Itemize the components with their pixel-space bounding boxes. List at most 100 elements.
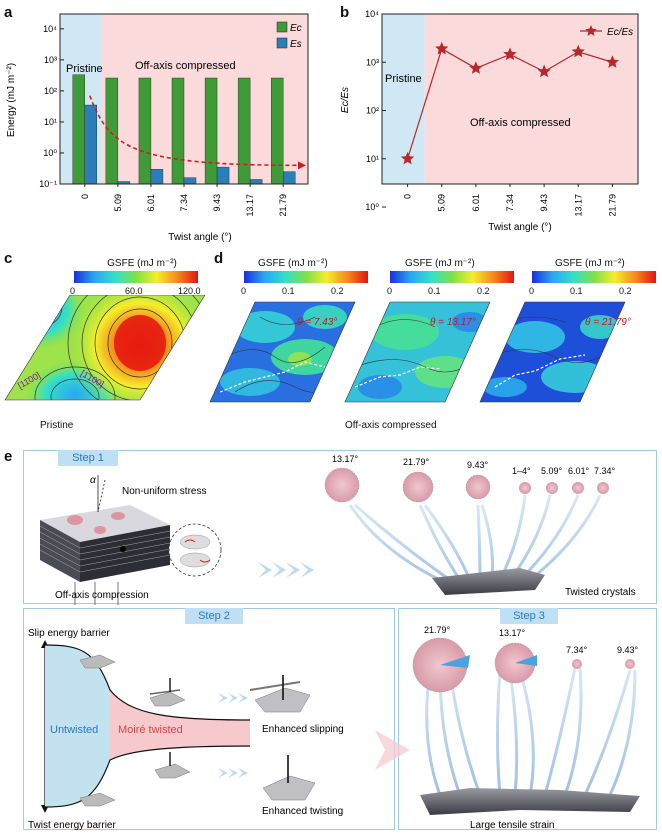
twisted-crystals-label: Twisted crystals	[565, 587, 636, 598]
y-tick-label: 10⁴	[43, 24, 57, 34]
panel-label-b: b	[340, 4, 350, 21]
colorbar-c	[74, 271, 198, 283]
gsfe-maps-off-axis: θ = 7.43° θ = 13.17° θ = 21.79°	[209, 301, 631, 403]
legend-label-ec: Ec	[290, 23, 302, 34]
legend-star-icon	[585, 25, 597, 36]
y-axis-label: Energy (mJ m⁻²)	[6, 63, 17, 137]
ratio-marker-9.43	[537, 64, 551, 78]
cbar-d3-tick-1: 0.1	[570, 286, 583, 296]
theta-label-3: θ = 21.79°	[585, 317, 631, 328]
y-tick-label: 10⁰	[43, 148, 57, 158]
step2-tab: Step 2	[185, 608, 243, 624]
panel-label-c: c	[4, 250, 13, 267]
untwisted-region	[45, 645, 110, 807]
x-tick-label: 9.43	[539, 194, 549, 212]
step3-angle-21-79: 21.79°	[424, 625, 451, 635]
bar-ec-9.43	[204, 77, 218, 185]
slip-path-1	[219, 361, 326, 393]
legend-swatch-ec	[276, 21, 288, 33]
zoom-circle	[168, 523, 222, 577]
bar-es-0	[84, 104, 98, 185]
x-tick-label: 7.34	[505, 194, 515, 212]
region-label-off: Off-axis compressed	[470, 117, 571, 129]
angle-label-9-43: 9.43°	[467, 460, 489, 470]
cbar-d1-tick-2: 0.2	[331, 286, 344, 296]
y-tick-label: 10⁰	[365, 202, 379, 212]
y-axis-label: Ec/Es	[340, 87, 351, 113]
x-tick-label: 13.17	[245, 194, 255, 217]
cbar-d1-tick-1: 0.1	[282, 286, 295, 296]
y-tick-label: 10³	[44, 55, 57, 65]
panel-label-d: d	[214, 250, 224, 267]
legend-label: Ec/Es	[607, 27, 633, 38]
caption-off-axis: Off-axis compressed	[345, 420, 437, 431]
gsfe-map-pristine: [11̄00] [1̄100]	[4, 295, 206, 401]
panel-label-e: e	[4, 448, 13, 465]
cbar-d2-tick-1: 0.1	[428, 286, 441, 296]
bar-ec-21.79	[271, 77, 284, 185]
colorbar-tick-c-1: 60.0	[125, 286, 143, 296]
hex-discs-step1	[324, 467, 609, 503]
theta-label-2: θ = 13.17°	[430, 317, 476, 328]
step3-angle-7-34: 7.34°	[566, 645, 588, 655]
x-tick-label: 6.01	[471, 194, 481, 212]
enhanced-slipping-label: Enhanced slipping	[262, 724, 344, 735]
colorbar-title-d1: GSFE (mJ m⁻²)	[258, 258, 328, 269]
region-label-pristine: Pristine	[385, 73, 422, 85]
bar-es-21.79	[283, 171, 296, 185]
angle-label-7-34: 7.34°	[594, 466, 616, 476]
bar-ec-6.01	[138, 77, 152, 185]
angle-label-13-17: 13.17°	[332, 454, 359, 464]
y-tick-label: 10¹	[44, 117, 57, 127]
map-7-43	[210, 302, 355, 402]
bar-ec-7.34	[171, 77, 185, 185]
step3-angle-9-43: 9.43°	[617, 645, 639, 655]
schematic-e: α Non-uniform stress Off-axis compressio…	[28, 454, 640, 831]
cbar-d2-tick-2: 0.2	[477, 286, 490, 296]
x-tick-label: 6.01	[146, 194, 156, 212]
bar-es-9.43	[216, 166, 230, 185]
crystal-stack	[39, 475, 171, 605]
bar-ec-13.17	[237, 77, 251, 185]
x-tick-label: 9.43	[212, 194, 222, 212]
bar-ec-5.09	[105, 77, 119, 185]
y-tick-label: 10⁴	[365, 9, 379, 19]
y-tick-label: 10²	[366, 106, 379, 116]
x-axis-label: Twist angle (°)	[168, 232, 231, 243]
bar-es-6.01	[150, 168, 164, 185]
colorbar-tick-c-0: 0	[70, 286, 76, 296]
legend-swatch-es	[276, 37, 288, 49]
step3-arrow	[375, 730, 410, 770]
colorbar-title-d2: GSFE (mJ m⁻²)	[405, 258, 475, 269]
ratio-marker-0	[400, 151, 415, 165]
step3-fibers	[420, 667, 640, 815]
colorbar-d2	[390, 271, 514, 283]
trend-arrow-head	[298, 161, 306, 170]
cbar-d3-tick-0: 0	[529, 286, 535, 296]
angle-label-1-4: 1–4°	[512, 466, 531, 476]
ratio-marker-7.34	[503, 47, 517, 61]
angle-label-5-09: 5.09°	[541, 466, 563, 476]
ratio-marker-6.01	[469, 61, 483, 74]
enhanced-twisting-label: Enhanced twisting	[262, 806, 343, 817]
slip-path-2	[354, 366, 441, 388]
pristine-region	[382, 14, 425, 184]
colorbar-d3	[532, 271, 656, 283]
twist-barrier-label: Twist energy barrier	[28, 820, 116, 831]
ratio-marker-5.09	[435, 41, 449, 55]
x-tick-label: 21.79	[607, 194, 617, 217]
step1-arrows	[258, 562, 314, 578]
y-tick-label: 10⁻¹	[39, 179, 57, 189]
cbar-d3-tick-2: 0.2	[619, 286, 632, 296]
colorbar-title-d3: GSFE (mJ m⁻²)	[555, 258, 625, 269]
moire-label: Moiré twisted	[118, 724, 183, 736]
step2-arrows	[218, 693, 248, 778]
x-tick-label: 7.34	[179, 194, 189, 212]
step1-box	[23, 450, 657, 604]
caption-pristine: Pristine	[40, 420, 74, 431]
panel-label-a: a	[4, 4, 13, 21]
x-tick-label: 5.09	[437, 194, 447, 212]
x-tick-label: 0	[403, 194, 413, 199]
x-tick-label: 0	[80, 194, 90, 199]
x-tick-label: 5.09	[113, 194, 123, 212]
